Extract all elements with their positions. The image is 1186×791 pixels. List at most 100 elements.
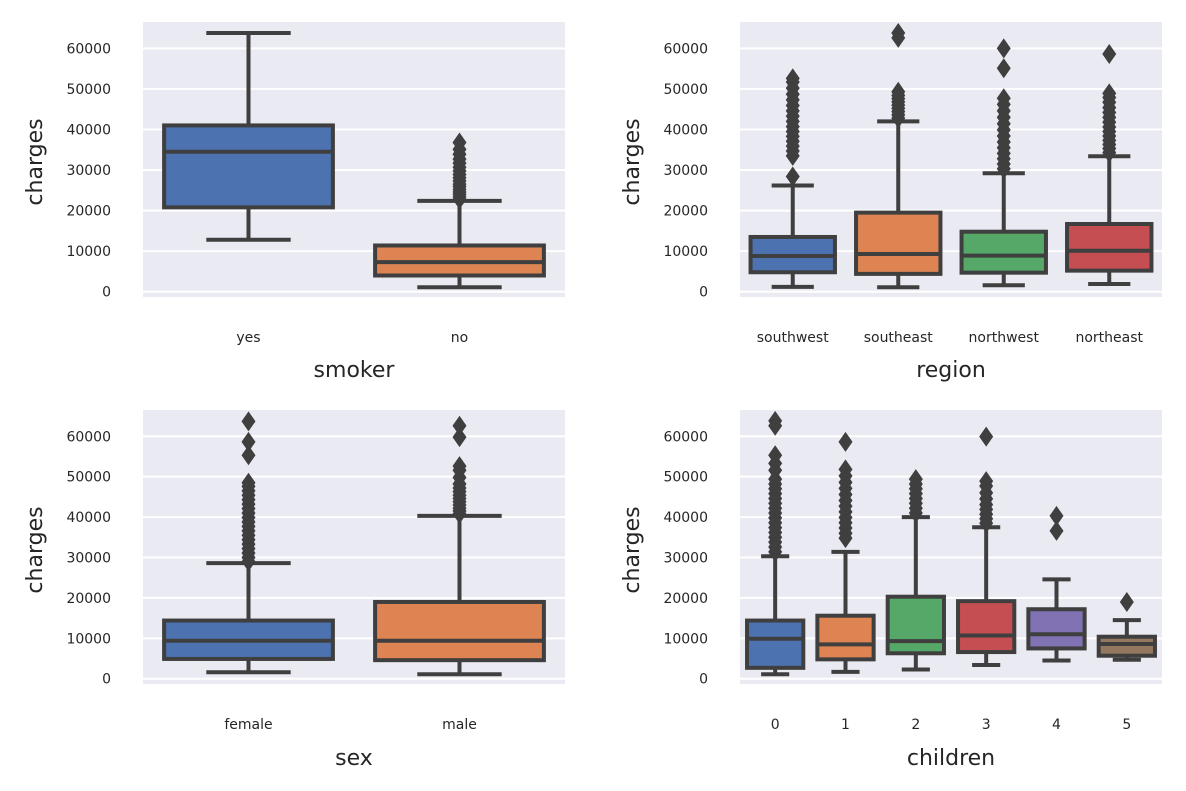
outlier-point bbox=[452, 427, 467, 448]
x-tick-label: northwest bbox=[969, 330, 1040, 346]
outlier-point bbox=[452, 456, 467, 477]
y-tick-label: 0 bbox=[102, 285, 111, 301]
x-axis-label: smoker bbox=[314, 358, 396, 383]
y-tick-label: 60000 bbox=[663, 41, 708, 57]
outlier-point bbox=[1102, 83, 1117, 104]
x-tick-label: 4 bbox=[1052, 717, 1061, 733]
y-tick-label: 60000 bbox=[66, 429, 111, 445]
y-tick-label: 40000 bbox=[66, 122, 111, 138]
box-3 bbox=[956, 426, 1017, 668]
y-axis-label: charges bbox=[620, 506, 645, 593]
y-tick-label: 60000 bbox=[663, 429, 708, 445]
x-tick-label: 0 bbox=[771, 717, 780, 733]
subplot-sex: 0 10000 20000 30000 40000 50000 60000 female mal… bbox=[23, 410, 565, 771]
x-tick-label: female bbox=[224, 717, 272, 733]
x-tick-label: no bbox=[451, 330, 468, 346]
box-southwest bbox=[748, 68, 837, 289]
box-male bbox=[373, 415, 546, 677]
y-tick-label: 30000 bbox=[66, 163, 111, 179]
y-tick-label: 60000 bbox=[66, 41, 111, 57]
iqr-box bbox=[854, 210, 943, 276]
x-tick-label: 2 bbox=[911, 717, 920, 733]
y-tick-label: 20000 bbox=[66, 204, 111, 220]
outlier-point bbox=[241, 445, 256, 466]
box-2 bbox=[885, 469, 946, 672]
x-tick-label: 1 bbox=[841, 717, 850, 733]
box-northwest bbox=[959, 38, 1048, 288]
outlier-point bbox=[241, 472, 256, 493]
iqr-box bbox=[956, 599, 1017, 655]
outlier-point bbox=[908, 469, 923, 490]
iqr-box bbox=[815, 613, 876, 662]
x-axis-label: region bbox=[916, 358, 986, 383]
box-no bbox=[373, 132, 546, 290]
y-tick-label: 30000 bbox=[663, 551, 708, 567]
y-tick-label: 50000 bbox=[66, 82, 111, 98]
outlier-point bbox=[1119, 591, 1134, 612]
outlier-point bbox=[785, 166, 800, 187]
iqr-box bbox=[373, 599, 546, 663]
y-tick-label: 20000 bbox=[66, 591, 111, 607]
outlier-point bbox=[838, 431, 853, 452]
box-yes bbox=[162, 30, 335, 242]
y-tick-label: 50000 bbox=[663, 82, 708, 98]
y-tick-label: 40000 bbox=[663, 122, 708, 138]
y-tick-label: 0 bbox=[699, 672, 708, 688]
y-tick-label: 20000 bbox=[663, 591, 708, 607]
x-axis-label: children bbox=[907, 746, 995, 771]
outlier-point bbox=[1049, 505, 1064, 526]
x-tick-label: 5 bbox=[1122, 717, 1131, 733]
outlier-point bbox=[768, 445, 783, 466]
outlier-point bbox=[891, 81, 906, 102]
outlier-point bbox=[768, 410, 783, 431]
outlier-point bbox=[891, 22, 906, 43]
subplot-smoker: 0 10000 20000 30000 40000 50000 60000 yes no smok… bbox=[23, 22, 565, 383]
x-tick-label: northeast bbox=[1075, 330, 1143, 346]
box-1 bbox=[815, 431, 876, 674]
x-tick-label: southwest bbox=[757, 330, 829, 346]
box-northeast bbox=[1065, 44, 1154, 287]
x-tick-label: 3 bbox=[982, 717, 991, 733]
y-tick-label: 40000 bbox=[663, 510, 708, 526]
x-tick-label: male bbox=[442, 717, 477, 733]
x-tick-label: yes bbox=[236, 330, 260, 346]
y-tick-label: 10000 bbox=[663, 244, 708, 260]
box-5 bbox=[1096, 591, 1157, 662]
outlier-point bbox=[996, 88, 1011, 109]
y-tick-label: 0 bbox=[102, 672, 111, 688]
outlier-point bbox=[979, 471, 994, 492]
x-axis-label: sex bbox=[335, 746, 373, 771]
y-axis-label: charges bbox=[620, 118, 645, 205]
box-southeast bbox=[854, 22, 943, 290]
y-tick-label: 30000 bbox=[66, 551, 111, 567]
iqr-box bbox=[162, 123, 335, 210]
outlier-point bbox=[838, 459, 853, 480]
y-tick-label: 50000 bbox=[663, 470, 708, 486]
y-tick-label: 10000 bbox=[66, 631, 111, 647]
outlier-point bbox=[1049, 520, 1064, 541]
box-0 bbox=[745, 410, 806, 677]
outlier-point bbox=[785, 68, 800, 89]
iqr-box bbox=[959, 229, 1048, 275]
outlier-point bbox=[996, 38, 1011, 59]
y-tick-label: 0 bbox=[699, 285, 708, 301]
y-axis-label: charges bbox=[23, 506, 48, 593]
y-tick-label: 30000 bbox=[663, 163, 708, 179]
iqr-box bbox=[1096, 634, 1157, 658]
outlier-point bbox=[452, 132, 467, 153]
iqr-box bbox=[1026, 607, 1087, 651]
outlier-point bbox=[996, 58, 1011, 79]
y-tick-label: 10000 bbox=[66, 244, 111, 260]
outlier-point bbox=[979, 426, 994, 447]
box-4 bbox=[1026, 505, 1087, 663]
outlier-point bbox=[452, 415, 467, 436]
iqr-box bbox=[1065, 221, 1154, 273]
subplot-region: 0 10000 20000 30000 40000 50000 60000 southwest… bbox=[620, 22, 1162, 383]
x-tick-label: southeast bbox=[864, 330, 934, 346]
box-female bbox=[162, 411, 335, 675]
iqr-box bbox=[885, 594, 946, 656]
iqr-box bbox=[745, 618, 806, 670]
y-tick-label: 50000 bbox=[66, 470, 111, 486]
y-tick-label: 40000 bbox=[66, 510, 111, 526]
